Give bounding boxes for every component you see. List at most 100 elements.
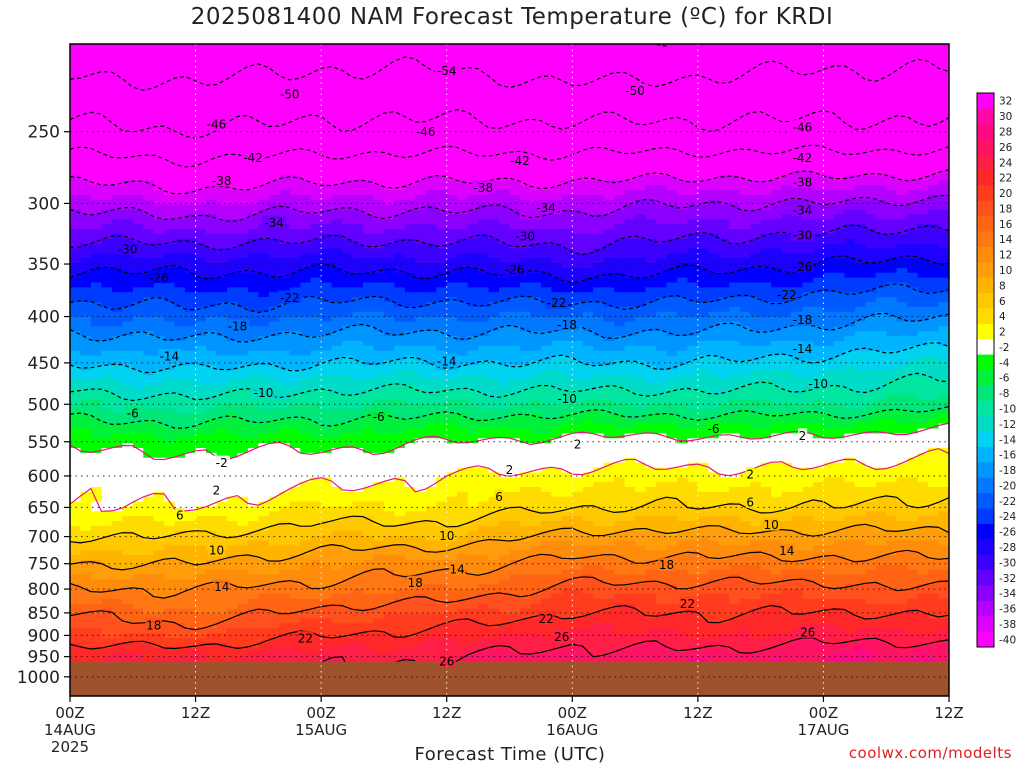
- contour-label: -26: [502, 262, 527, 277]
- contour-label: 18: [407, 575, 424, 590]
- contour-labels: -54 -50 -50 -46 -46 -46 -42 -42 -42 -38 -38 -38 -34 -…: [115, 63, 830, 668]
- colorbar-swatch: [977, 169, 994, 186]
- contour-label: 2: [572, 436, 583, 451]
- colorbar-label: -14: [999, 434, 1016, 446]
- colorbar-label: -36: [999, 604, 1016, 616]
- isotherm--18: [70, 312, 949, 343]
- colorbar-label: 6: [999, 296, 1006, 308]
- x-tick-label: 14AUG: [44, 721, 96, 739]
- colorbar-swatch: [977, 262, 994, 279]
- y-tick-label: 450: [28, 354, 60, 374]
- contour-label: -6: [705, 421, 722, 436]
- contour-label: -18: [790, 312, 815, 327]
- colorbar-swatch: [977, 123, 994, 140]
- y-tick-label: 900: [28, 626, 60, 646]
- contour-label: -42: [790, 150, 815, 165]
- colorbar-swatch: [977, 400, 994, 417]
- colorbar-swatch: [977, 308, 994, 325]
- contour-label: -26: [147, 270, 171, 285]
- colorbar-label: 30: [999, 111, 1012, 123]
- colorbar-label: -20: [999, 480, 1016, 492]
- contour-label: -22: [544, 295, 569, 310]
- colorbar-label: -8: [999, 388, 1009, 400]
- y-tick-label: 950: [28, 648, 60, 668]
- colorbar-swatch: [977, 200, 994, 217]
- colorbar-swatch: [977, 539, 994, 556]
- x-tick-label: 12Z: [683, 704, 712, 722]
- contour-label: -42: [241, 150, 265, 165]
- isotherm-18: [70, 576, 949, 631]
- contour-label: 2: [211, 483, 222, 498]
- contour-label: 6: [494, 489, 504, 504]
- contour-label: 6: [745, 494, 755, 509]
- contour-label: 6: [175, 508, 185, 523]
- contour-label: -6: [124, 405, 141, 420]
- colorbar-swatch: [977, 154, 994, 171]
- contour-label: -38: [790, 174, 815, 189]
- colorbar-label: -6: [999, 373, 1010, 385]
- contour-label: -54: [434, 63, 459, 78]
- plot-frame: [69, 43, 950, 697]
- colorbar-label: -24: [999, 511, 1016, 523]
- contour-label: 2: [745, 466, 755, 481]
- contour-label: -42: [508, 153, 532, 168]
- contour-label: 18: [145, 617, 162, 632]
- contour-label: 10: [762, 517, 780, 532]
- x-tick-label: 15AUG: [295, 721, 347, 739]
- contour-label: -18: [225, 319, 250, 334]
- isotherm--34: [70, 194, 949, 222]
- colorbar-label: 4: [999, 311, 1006, 323]
- contour-label: -46: [790, 119, 815, 134]
- contour-label: -14: [157, 348, 182, 363]
- colorbar-label: 8: [999, 280, 1006, 292]
- contour-label: -10: [806, 376, 830, 391]
- colorbar-label: 16: [999, 219, 1013, 231]
- y-tick-label: 1000: [17, 668, 60, 688]
- colorbar-label: 32: [999, 96, 1012, 108]
- colorbar-swatch: [977, 93, 994, 109]
- colorbar-frame: [976, 92, 995, 648]
- colorbar-label: -4: [999, 357, 1010, 369]
- temperature-field: [70, 44, 949, 678]
- colorbar-label: -38: [999, 619, 1016, 631]
- colorbar-label: -32: [999, 573, 1016, 585]
- y-tick-label: 350: [28, 255, 60, 275]
- contour-label: -22: [775, 287, 799, 302]
- y-tick-label: 800: [28, 580, 60, 600]
- contour-label: -18: [555, 317, 579, 332]
- colorbar-swatch: [977, 339, 994, 356]
- colorbar-swatch: [977, 246, 994, 263]
- colorbar-swatch: [977, 570, 994, 586]
- contour-label: 18: [658, 557, 675, 572]
- contour-label: -34: [262, 215, 286, 230]
- contour-label: 2: [504, 462, 515, 477]
- contour-label: -30: [790, 227, 815, 242]
- y-tick-label: 550: [28, 433, 60, 453]
- colorbar-label: -28: [999, 542, 1016, 554]
- contour-label: 22: [679, 596, 696, 611]
- colorbar-label: 28: [999, 126, 1012, 138]
- isotherm--14: [70, 342, 949, 374]
- isotherm-6: [70, 495, 949, 544]
- chart-title: 2025081400 NAM Forecast Temperature (ºC)…: [190, 4, 834, 30]
- colorbar-label: -26: [999, 527, 1016, 539]
- credit-link[interactable]: coolwx.com/modelts: [848, 744, 1012, 762]
- colorbar-label: 20: [999, 188, 1012, 200]
- isotherm--42: [70, 144, 949, 168]
- contour-label: -30: [115, 242, 140, 257]
- contour-label: -38: [209, 173, 234, 188]
- contour-label: 14: [213, 579, 230, 594]
- colorbar-swatch: [977, 585, 994, 602]
- colorbar-swatch: [977, 139, 994, 155]
- contour-label: -14: [434, 354, 459, 369]
- colorbar-swatch: [977, 354, 994, 371]
- contour-label: -46: [413, 124, 438, 139]
- colorbar-label: -12: [999, 419, 1016, 431]
- x-tick-label: 16AUG: [546, 721, 598, 739]
- contour-label: 14: [448, 561, 466, 576]
- x-tick-label: 2025: [51, 738, 89, 756]
- isotherm--38: [70, 169, 949, 195]
- colorbar-swatch: [977, 631, 994, 648]
- contour-label: -22: [277, 290, 302, 305]
